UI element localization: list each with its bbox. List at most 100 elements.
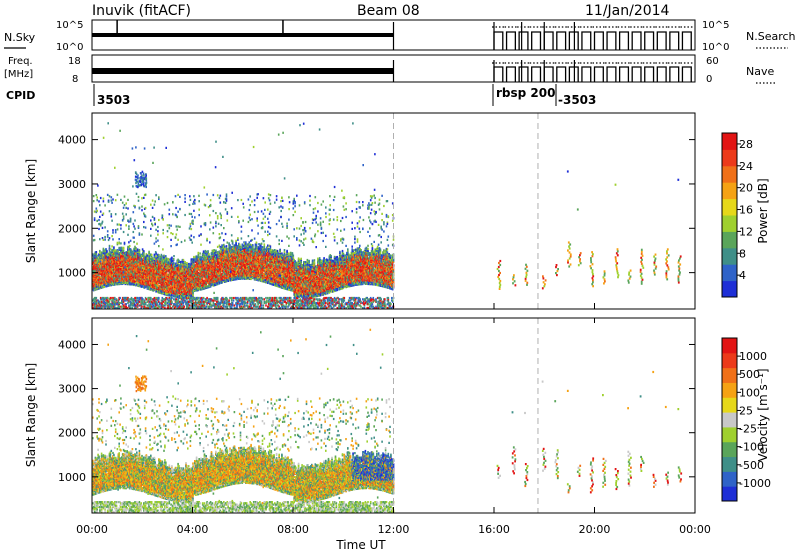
radar-return-cell [112, 259, 114, 262]
radar-return-cell [139, 254, 142, 257]
radar-return-cell [157, 233, 159, 236]
radar-return-cell [94, 267, 97, 270]
radar-return-cell [116, 193, 119, 196]
radar-return-cell [108, 264, 111, 267]
radar-return-cell [150, 254, 152, 257]
radar-return-cell [137, 265, 140, 268]
radar-return-cell [112, 299, 114, 302]
evening-freq-box [556, 66, 567, 82]
radar-return-cell [99, 296, 102, 300]
radar-return-cell [108, 305, 111, 308]
radar-return-cell [103, 258, 105, 261]
radar-return-cell [128, 220, 130, 223]
radar-return-cell [203, 303, 206, 306]
radar-return-cell [179, 306, 181, 310]
radar-return-cell [134, 270, 136, 273]
radar-return-cell [169, 291, 171, 294]
radar-return-cell [200, 243, 202, 246]
radar-return-cell [121, 257, 123, 260]
radar-return-cell [118, 298, 120, 301]
radar-return-cell [161, 305, 164, 308]
radar-return-cell [92, 306, 94, 310]
radar-return-cell [141, 305, 143, 308]
radar-return-cell [108, 244, 111, 247]
radar-return-cell [182, 264, 185, 267]
radar-return-cell [147, 296, 149, 300]
radar-return-cell [171, 270, 173, 273]
radar-return-cell [187, 296, 189, 299]
radar-return-cell [99, 196, 102, 200]
radar-return-cell [176, 228, 178, 231]
radar-return-cell [167, 280, 170, 283]
radar-return-cell [175, 283, 178, 287]
radar-return-cell [106, 303, 109, 306]
radar-return-cell [110, 213, 113, 216]
radar-return-cell [101, 296, 104, 300]
radar-return-cell [138, 262, 141, 265]
radar-return-cell [101, 226, 104, 229]
radar-return-cell [120, 198, 122, 201]
radar-return-cell [130, 273, 133, 277]
radar-return-cell [143, 303, 146, 306]
radar-return-cell [179, 301, 182, 305]
radar-return-cell [111, 255, 113, 258]
radar-return-cell [143, 299, 146, 302]
radar-return-cell [158, 300, 160, 303]
radar-return-cell [104, 249, 106, 252]
radar-return-cell [124, 298, 127, 301]
radar-return-cell [128, 305, 131, 308]
radar-return-cell [162, 300, 164, 303]
radar-return-cell [180, 290, 183, 293]
radar-return-cell [111, 303, 113, 306]
radar-return-cell [173, 265, 176, 268]
radar-return-cell [188, 262, 191, 266]
radar-return-cell [186, 306, 188, 310]
radar-return-cell [101, 213, 104, 216]
radar-return-cell [101, 262, 104, 266]
radar-return-cell [167, 304, 170, 307]
radar-return-cell [181, 279, 184, 282]
radar-return-cell [125, 251, 127, 254]
radar-return-cell [119, 277, 121, 280]
radar-return-cell [143, 305, 146, 308]
radar-return-cell [101, 260, 104, 263]
radar-return-cell [106, 296, 109, 300]
radar-return-cell [188, 227, 191, 230]
radar-return-cell [199, 252, 201, 255]
radar-return-cell [155, 284, 157, 287]
radar-return-cell [135, 299, 137, 302]
radar-return-cell [127, 233, 129, 236]
radar-return-cell [167, 290, 170, 294]
evening-sounding-box [593, 31, 604, 50]
radar-return-cell [168, 213, 171, 216]
radar-return-cell [134, 247, 136, 251]
radar-return-cell [148, 250, 150, 253]
radar-return-cell [100, 304, 103, 307]
radar-return-cell [188, 285, 191, 288]
radar-return-cell [107, 238, 110, 242]
radar-return-cell [97, 254, 99, 257]
radar-return-cell [216, 215, 219, 218]
radar-return-cell [148, 275, 150, 278]
radar-return-cell [93, 210, 96, 213]
radar-return-cell [107, 200, 110, 203]
radar-return-cell [166, 306, 169, 310]
radar-return-cell [147, 256, 149, 259]
radar-return-cell [163, 274, 165, 277]
radar-return-cell [136, 299, 139, 302]
radar-return-cell [138, 300, 141, 303]
radar-return-cell [113, 268, 115, 271]
radar-return-cell [121, 263, 123, 266]
radar-return-cell [178, 296, 180, 300]
radar-return-cell [106, 300, 109, 303]
radar-return-cell [122, 246, 125, 249]
radar-return-cell [110, 199, 113, 202]
radar-return-cell [155, 240, 157, 243]
radar-return-cell [168, 304, 171, 307]
radar-return-cell [138, 252, 141, 255]
radar-return-cell [184, 286, 186, 289]
radar-return-cell [121, 276, 123, 279]
radar-return-cell [177, 273, 179, 276]
radar-return-cell [162, 232, 164, 235]
